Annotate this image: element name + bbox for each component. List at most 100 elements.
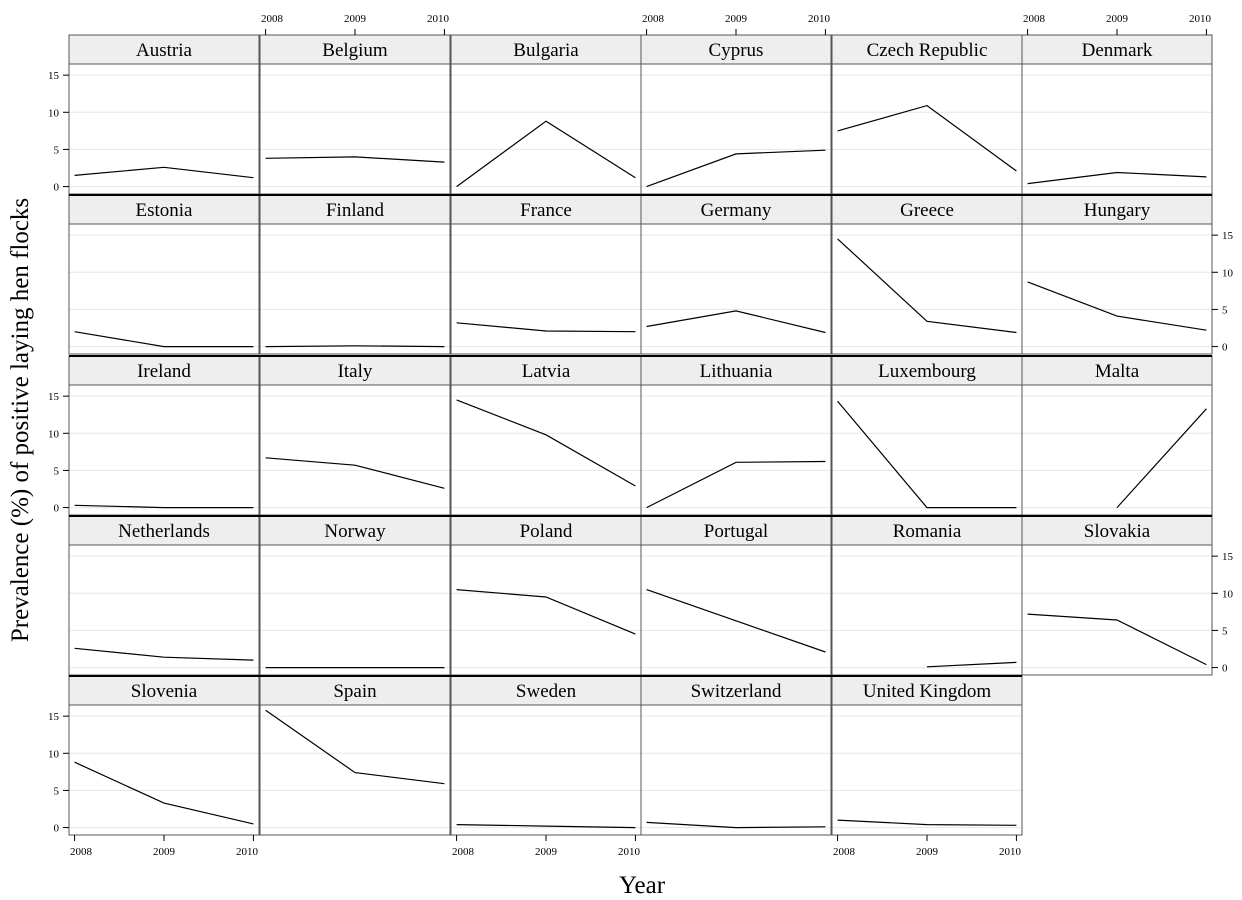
panel-plot-area: [260, 385, 450, 515]
panel-romania: Romania: [831, 515, 1023, 676]
panel-plot-area: [832, 385, 1022, 515]
panel-plot-area: [69, 385, 259, 515]
panel-title: Lithuania: [700, 361, 773, 382]
y-axis-left-row-3: 0 5 10 15: [48, 391, 69, 515]
x-tick-label: 2010: [427, 13, 450, 25]
series-line-sweden: [456, 824, 636, 829]
y-tick-label: 0: [54, 182, 60, 194]
panel-title: Czech Republic: [867, 40, 988, 61]
x-tick-label: 2010: [236, 846, 259, 858]
x-axis-top-col-4: 2008 2009 2010: [642, 13, 831, 35]
panel-greece: Greece: [831, 194, 1023, 355]
x-tick-label: 2010: [808, 13, 831, 25]
panel-title: Poland: [520, 521, 573, 542]
panel-strip: [831, 355, 1023, 386]
series-line-bulgaria: [456, 120, 636, 188]
panel-plot-area: [451, 705, 641, 835]
panel-title: Romania: [893, 521, 962, 542]
panel-finland: Finland: [259, 194, 451, 355]
panel-strip: [450, 355, 642, 386]
panel-strip: [640, 194, 832, 225]
x-tick-label: 2008: [833, 846, 856, 858]
panel-plot-area: [832, 224, 1022, 354]
panel-plot-area: [1022, 545, 1212, 675]
y-tick-label: 5: [1222, 304, 1228, 316]
panel-strip: [640, 34, 832, 65]
panel-luxembourg: Luxembourg: [831, 355, 1023, 516]
series-line-germany: [646, 310, 826, 334]
x-tick-label: 2010: [999, 846, 1022, 858]
y-axis-right-row-2: 0 5 10 15: [1212, 230, 1234, 354]
panel-strip: [450, 515, 642, 546]
x-tick-label: 2009: [535, 846, 558, 858]
x-tick-label: 2009: [916, 846, 939, 858]
y-tick-label: 10: [48, 428, 60, 440]
panel-plot-area: [260, 64, 450, 194]
panel-belgium: Belgium: [259, 34, 451, 195]
panel-strip: [640, 515, 832, 546]
y-axis-right-row-4: 0 5 10 15: [1212, 551, 1234, 675]
series-line-slovakia: [1027, 613, 1207, 666]
panel-title: Latvia: [522, 361, 571, 382]
panel-strip: [450, 675, 642, 706]
panel-plot-area: [451, 64, 641, 194]
panel-strip: [450, 194, 642, 225]
panel-plot-area: [451, 224, 641, 354]
series-line-austria: [74, 166, 254, 179]
panel-plot-area: [260, 705, 450, 835]
x-axis-bottom-col-5: 2008 2009 2010: [833, 835, 1022, 858]
series-line-greece: [837, 238, 1017, 334]
panel-title: Spain: [333, 681, 377, 702]
panel-plot-area: [69, 224, 259, 354]
series-line-netherlands: [74, 647, 254, 661]
panel-norway: Norway: [259, 515, 451, 676]
y-tick-label: 15: [48, 391, 60, 403]
panel-sweden: Sweden: [450, 675, 642, 836]
panel-hungary: Hungary: [1021, 194, 1213, 355]
series-line-poland: [456, 589, 636, 635]
panel-title: Sweden: [516, 681, 577, 702]
panel-strip: [259, 355, 451, 386]
panel-plot-area: [260, 224, 450, 354]
panel-strip: [68, 515, 260, 546]
panel-title: Hungary: [1084, 200, 1151, 221]
panel-plot-area: [641, 385, 831, 515]
y-tick-label: 10: [48, 107, 60, 119]
panel-title: Netherlands: [118, 521, 210, 542]
y-tick-label: 10: [48, 748, 60, 760]
panel-france: France: [450, 194, 642, 355]
x-tick-label: 2008: [261, 13, 284, 25]
panel-title: Finland: [326, 200, 385, 221]
panel-plot-area: [1022, 64, 1212, 194]
panel-title: Switzerland: [691, 681, 782, 702]
panel-plot-area: [832, 705, 1022, 835]
series-line-spain: [265, 709, 445, 785]
y-tick-label: 0: [54, 503, 60, 515]
panel-title: Ireland: [137, 361, 191, 382]
y-tick-label: 15: [48, 70, 60, 82]
panel-plot-area: [1022, 385, 1212, 515]
y-tick-label: 10: [1222, 267, 1234, 279]
y-axis-title: Prevalence (%) of positive laying hen fl…: [7, 198, 34, 642]
panel-strip: [259, 194, 451, 225]
series-line-slovenia: [74, 761, 254, 825]
panel-title: Slovakia: [1084, 521, 1151, 542]
series-line-latvia: [456, 399, 636, 487]
x-axis-top-col-2: 2008 2009 2010: [261, 13, 450, 35]
panel-title: Portugal: [704, 521, 768, 542]
panel-cyprus: Cyprus: [640, 34, 832, 195]
panel-plot-area: [641, 224, 831, 354]
panel-plot-area: [641, 545, 831, 675]
y-axis-left-row-5: 0 5 10 15: [48, 711, 69, 835]
panel-bulgaria: Bulgaria: [450, 34, 642, 195]
y-axis-left-row-1: 0 5 10 15: [48, 70, 69, 194]
panel-title: Bulgaria: [513, 40, 579, 61]
series-line-united-kingdom: [837, 819, 1017, 826]
x-tick-label: 2010: [618, 846, 641, 858]
panel-title: United Kingdom: [863, 681, 991, 702]
y-tick-label: 5: [1222, 625, 1228, 637]
series-line-denmark: [1027, 171, 1207, 185]
panel-plot-area: [832, 64, 1022, 194]
panel-spain: Spain: [259, 675, 451, 836]
